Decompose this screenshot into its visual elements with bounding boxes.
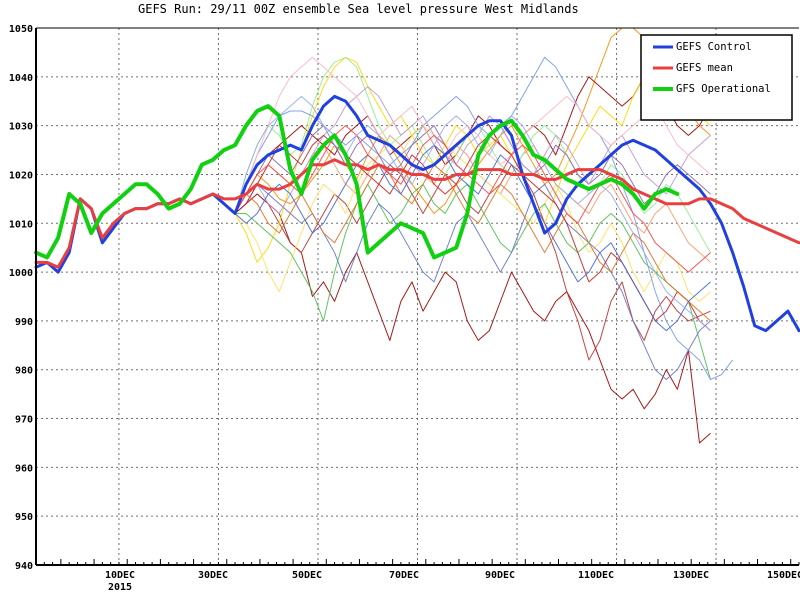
series-line	[34, 104, 680, 260]
y-tick-label: 980	[15, 366, 33, 377]
y-tick-label: 970	[15, 415, 33, 426]
y-tick-label: 1040	[9, 73, 33, 84]
legend-box	[640, 34, 793, 121]
legend-label: GEFS mean	[676, 62, 733, 74]
chart-title: GEFS Run: 29/11 00Z ensemble Sea level p…	[138, 2, 579, 16]
legend: GEFS Control GEFS mean GFS Operational	[640, 34, 793, 121]
y-tick-label: 1000	[9, 268, 33, 279]
x-tick-label: 70DEC	[389, 570, 419, 581]
y-tick-label: 1010	[9, 219, 33, 230]
x-tick-label: 90DEC	[485, 570, 515, 581]
legend-label: GEFS Control	[676, 41, 752, 53]
ensemble-member-line	[35, 193, 711, 444]
y-tick-label: 940	[15, 561, 33, 572]
x-tick-label: 50DEC	[292, 570, 322, 581]
x-tick-label: 110DEC	[578, 570, 614, 581]
grid	[36, 28, 799, 565]
y-tick-label: 1050	[9, 24, 33, 35]
x-year-label: 2015	[108, 582, 132, 593]
y-tick-label: 1020	[9, 170, 33, 181]
axes: 940 950 960 970 980 990 1000 1010 1020 1030 1040 10…	[9, 24, 800, 593]
legend-label: GFS Operational	[676, 83, 771, 95]
y-tick-label: 950	[15, 512, 33, 523]
x-tick-label: 150DEC	[767, 570, 800, 581]
y-tick-label: 960	[15, 463, 33, 474]
main-series	[34, 94, 800, 333]
ensemble-member-line	[35, 183, 711, 380]
y-tick-label: 990	[15, 317, 33, 328]
x-tick-label: 30DEC	[198, 570, 228, 581]
x-tick-label: 10DEC	[105, 570, 135, 581]
x-tick-label: 130DEC	[673, 570, 709, 581]
y-tick-label: 1030	[9, 122, 33, 133]
